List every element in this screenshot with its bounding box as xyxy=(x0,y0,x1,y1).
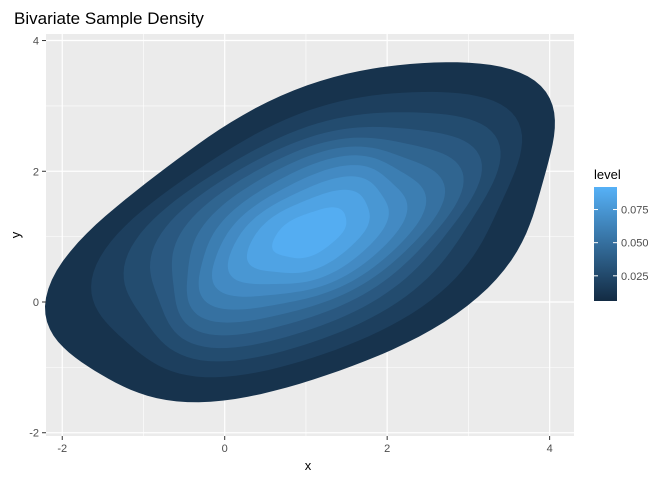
x-tick-label: 0 xyxy=(222,443,228,455)
x-tick-label: -2 xyxy=(57,443,67,455)
legend-title: level xyxy=(594,167,621,182)
legend-tick-label: 0.050 xyxy=(621,238,649,250)
x-tick-label: 2 xyxy=(384,443,390,455)
y-tick-label: 2 xyxy=(33,166,39,178)
y-tick-label: -2 xyxy=(29,428,39,440)
x-axis-title: x xyxy=(305,458,312,473)
legend-tick-label: 0.025 xyxy=(621,271,649,283)
y-tick-label: 0 xyxy=(33,297,39,309)
legend: level 0.025 0.050 0.075 xyxy=(594,167,649,301)
y-axis: -2 0 2 4 xyxy=(29,36,46,440)
legend-colorbar xyxy=(594,187,617,301)
x-axis: -2 0 2 4 xyxy=(57,436,553,455)
y-axis-title: y xyxy=(8,231,23,238)
density-band xyxy=(272,207,347,259)
x-tick-label: 4 xyxy=(547,443,553,455)
chart-title: Bivariate Sample Density xyxy=(14,9,204,28)
legend-ticks: 0.025 0.050 0.075 xyxy=(594,205,649,283)
y-tick-label: 4 xyxy=(33,36,39,48)
density-contours xyxy=(45,62,555,403)
legend-tick-label: 0.075 xyxy=(621,205,649,217)
